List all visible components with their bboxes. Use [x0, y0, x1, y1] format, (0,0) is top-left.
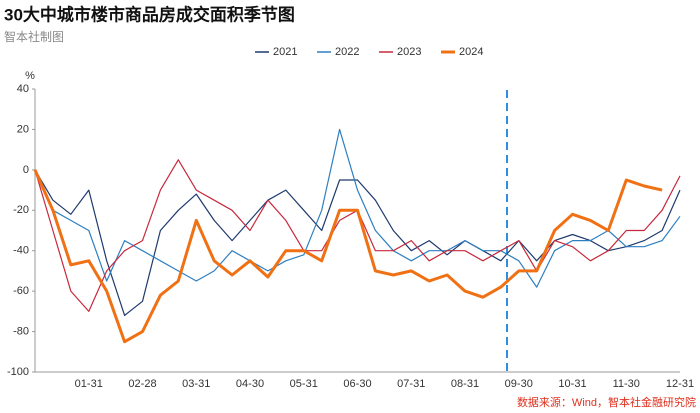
x-tick-label: 02-28 [128, 378, 156, 390]
y-tick-label: 20 [17, 123, 29, 135]
x-tick-label: 05-31 [290, 378, 318, 390]
chart-subtitle: 智本社制图 [4, 29, 64, 44]
x-tick-label: 09-30 [505, 378, 533, 390]
legend-label: 2024 [459, 46, 483, 58]
x-tick-label: 12-31 [666, 378, 694, 390]
line-series [34, 128, 681, 288]
line-series [34, 159, 681, 312]
x-tick-label: 06-30 [343, 378, 371, 390]
x-tick-label: 10-31 [558, 378, 586, 390]
legend-label: 2023 [397, 46, 421, 58]
x-tick-label: 01-31 [75, 378, 103, 390]
y-tick-label: -60 [13, 285, 29, 297]
x-tick-label: 07-31 [397, 378, 425, 390]
y-tick-label: -80 [13, 325, 29, 337]
y-tick-label: -20 [13, 204, 29, 216]
legend-label: 2022 [335, 46, 359, 58]
x-tick-label: 08-31 [451, 378, 479, 390]
line-series [33, 169, 663, 344]
y-tick-label: -100 [7, 366, 29, 378]
chart-title: 30大中城市楼市商品房成交面积季节图 [4, 4, 295, 24]
y-tick-label: 40 [17, 83, 29, 95]
x-tick-label: 04-30 [236, 378, 264, 390]
legend-label: 2021 [273, 46, 297, 58]
x-tick-label: 11-30 [613, 378, 640, 390]
x-tick-label: 03-31 [182, 378, 210, 390]
y-axis-label: % [25, 70, 35, 82]
source: 数据来源：Wind，智本社金融研究院 [517, 395, 696, 409]
y-tick-label: 0 [23, 164, 29, 176]
line-series [34, 169, 681, 316]
y-tick-label: -40 [13, 245, 29, 257]
